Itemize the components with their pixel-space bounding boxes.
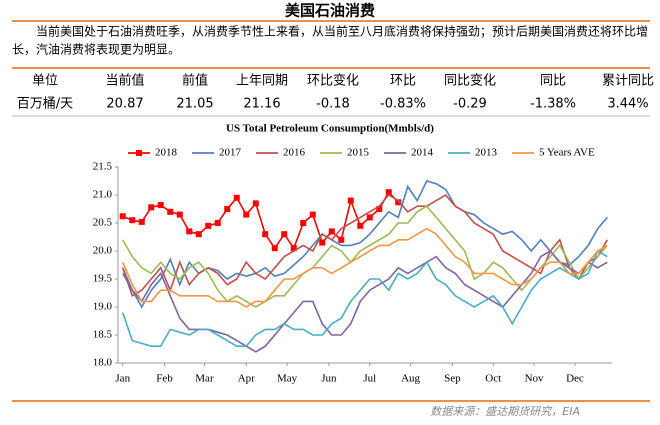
- legend-label: 2014: [411, 147, 434, 159]
- table-cell: -0.18: [316, 97, 350, 112]
- point: [309, 211, 316, 218]
- point: [195, 231, 202, 238]
- point: [338, 236, 345, 243]
- x-tick-label: Mar: [195, 373, 214, 385]
- series-line: [121, 193, 608, 297]
- table-header: 同比: [540, 74, 566, 89]
- point: [119, 213, 126, 220]
- table-header: 同比变化: [444, 73, 496, 89]
- point: [205, 222, 212, 229]
- y-tick-label: 21.0: [93, 189, 113, 201]
- legend-label: 2016: [283, 147, 306, 159]
- point: [224, 206, 231, 212]
- x-tick-label: Jun: [321, 373, 337, 385]
- table-cell: 21.16: [243, 97, 280, 112]
- table-header: 单位: [32, 74, 58, 89]
- point: [262, 231, 269, 238]
- legend-label: 2013: [475, 147, 498, 159]
- point: [129, 217, 136, 224]
- legend-label: 5 Years AVE: [539, 147, 595, 159]
- table-header: 环比变化: [307, 73, 359, 89]
- table-cell: 3.44%: [607, 97, 648, 112]
- table-header: 环比: [390, 74, 416, 89]
- y-tick-label: 19.5: [93, 273, 113, 285]
- y-tick-label: 21.5: [93, 161, 113, 173]
- point: [252, 200, 259, 207]
- point: [281, 231, 288, 238]
- y-tick-label: 18.5: [93, 329, 113, 341]
- table-cell: 百万桶/天: [17, 97, 73, 112]
- legend-marker: [136, 150, 142, 156]
- point: [290, 245, 297, 252]
- legend-label: 2018: [155, 147, 178, 159]
- point: [167, 208, 174, 215]
- series-line: [122, 205, 608, 308]
- point: [148, 204, 155, 211]
- table-header: 上年同期: [236, 74, 288, 89]
- x-tick-label: May: [277, 373, 298, 385]
- x-tick-label: Feb: [156, 373, 173, 385]
- point: [300, 220, 307, 226]
- table-cell: -1.38%: [530, 97, 576, 112]
- point: [138, 218, 145, 225]
- x-tick-label: Dec: [566, 373, 584, 385]
- point: [319, 239, 326, 246]
- legend-label: 2015: [347, 147, 370, 159]
- chart-title: US Total Petroleum Consumption(Mmbls/d): [226, 123, 434, 135]
- x-tick-label: Aug: [401, 373, 420, 385]
- table-header: 累计同比: [602, 74, 654, 89]
- page-title: 美国石油消费: [285, 2, 375, 20]
- x-tick-label: Apr: [238, 373, 255, 385]
- table-cell: -0.83%: [380, 97, 426, 112]
- point: [357, 222, 364, 229]
- x-tick-label: Nov: [525, 373, 544, 385]
- table-cell: 21.05: [176, 97, 213, 112]
- x-tick-label: Sep: [444, 373, 461, 385]
- table-header: 当前值: [105, 73, 144, 89]
- point: [366, 214, 373, 221]
- legend-label: 2017: [219, 147, 242, 159]
- point: [328, 228, 335, 235]
- summary-line: 当前美国处于石油消费旺季，从消费季节性上来看，从当前至八月底消费将保持强劲；预计…: [36, 24, 648, 39]
- y-tick-label: 20.5: [93, 217, 113, 229]
- point: [271, 245, 278, 252]
- x-tick-label: Jan: [115, 373, 130, 385]
- series-line: [122, 227, 608, 308]
- summary-line: 长，汽油消费将表现更为明显。: [12, 42, 180, 57]
- y-tick-label: 18.0: [93, 357, 113, 369]
- x-tick-label: Oct: [485, 373, 501, 385]
- series-line: [122, 249, 608, 353]
- table-header: 前值: [182, 73, 208, 89]
- point: [347, 197, 354, 204]
- y-tick-label: 20.0: [93, 245, 113, 257]
- table-cell: 20.87: [106, 97, 143, 112]
- x-tick-label: Jul: [363, 373, 376, 385]
- point: [176, 211, 183, 218]
- point: [385, 189, 392, 196]
- point: [395, 199, 402, 206]
- point: [376, 206, 383, 212]
- series-line: [122, 180, 608, 309]
- table-cell: -0.29: [453, 97, 487, 112]
- point: [233, 194, 240, 201]
- point: [243, 211, 250, 218]
- y-tick-label: 19.0: [93, 301, 113, 313]
- source: 数据来源：盛达期货研究，EIA: [430, 405, 580, 418]
- point: [186, 228, 193, 235]
- point: [214, 220, 221, 226]
- point: [157, 202, 164, 209]
- series-line: [121, 249, 608, 347]
